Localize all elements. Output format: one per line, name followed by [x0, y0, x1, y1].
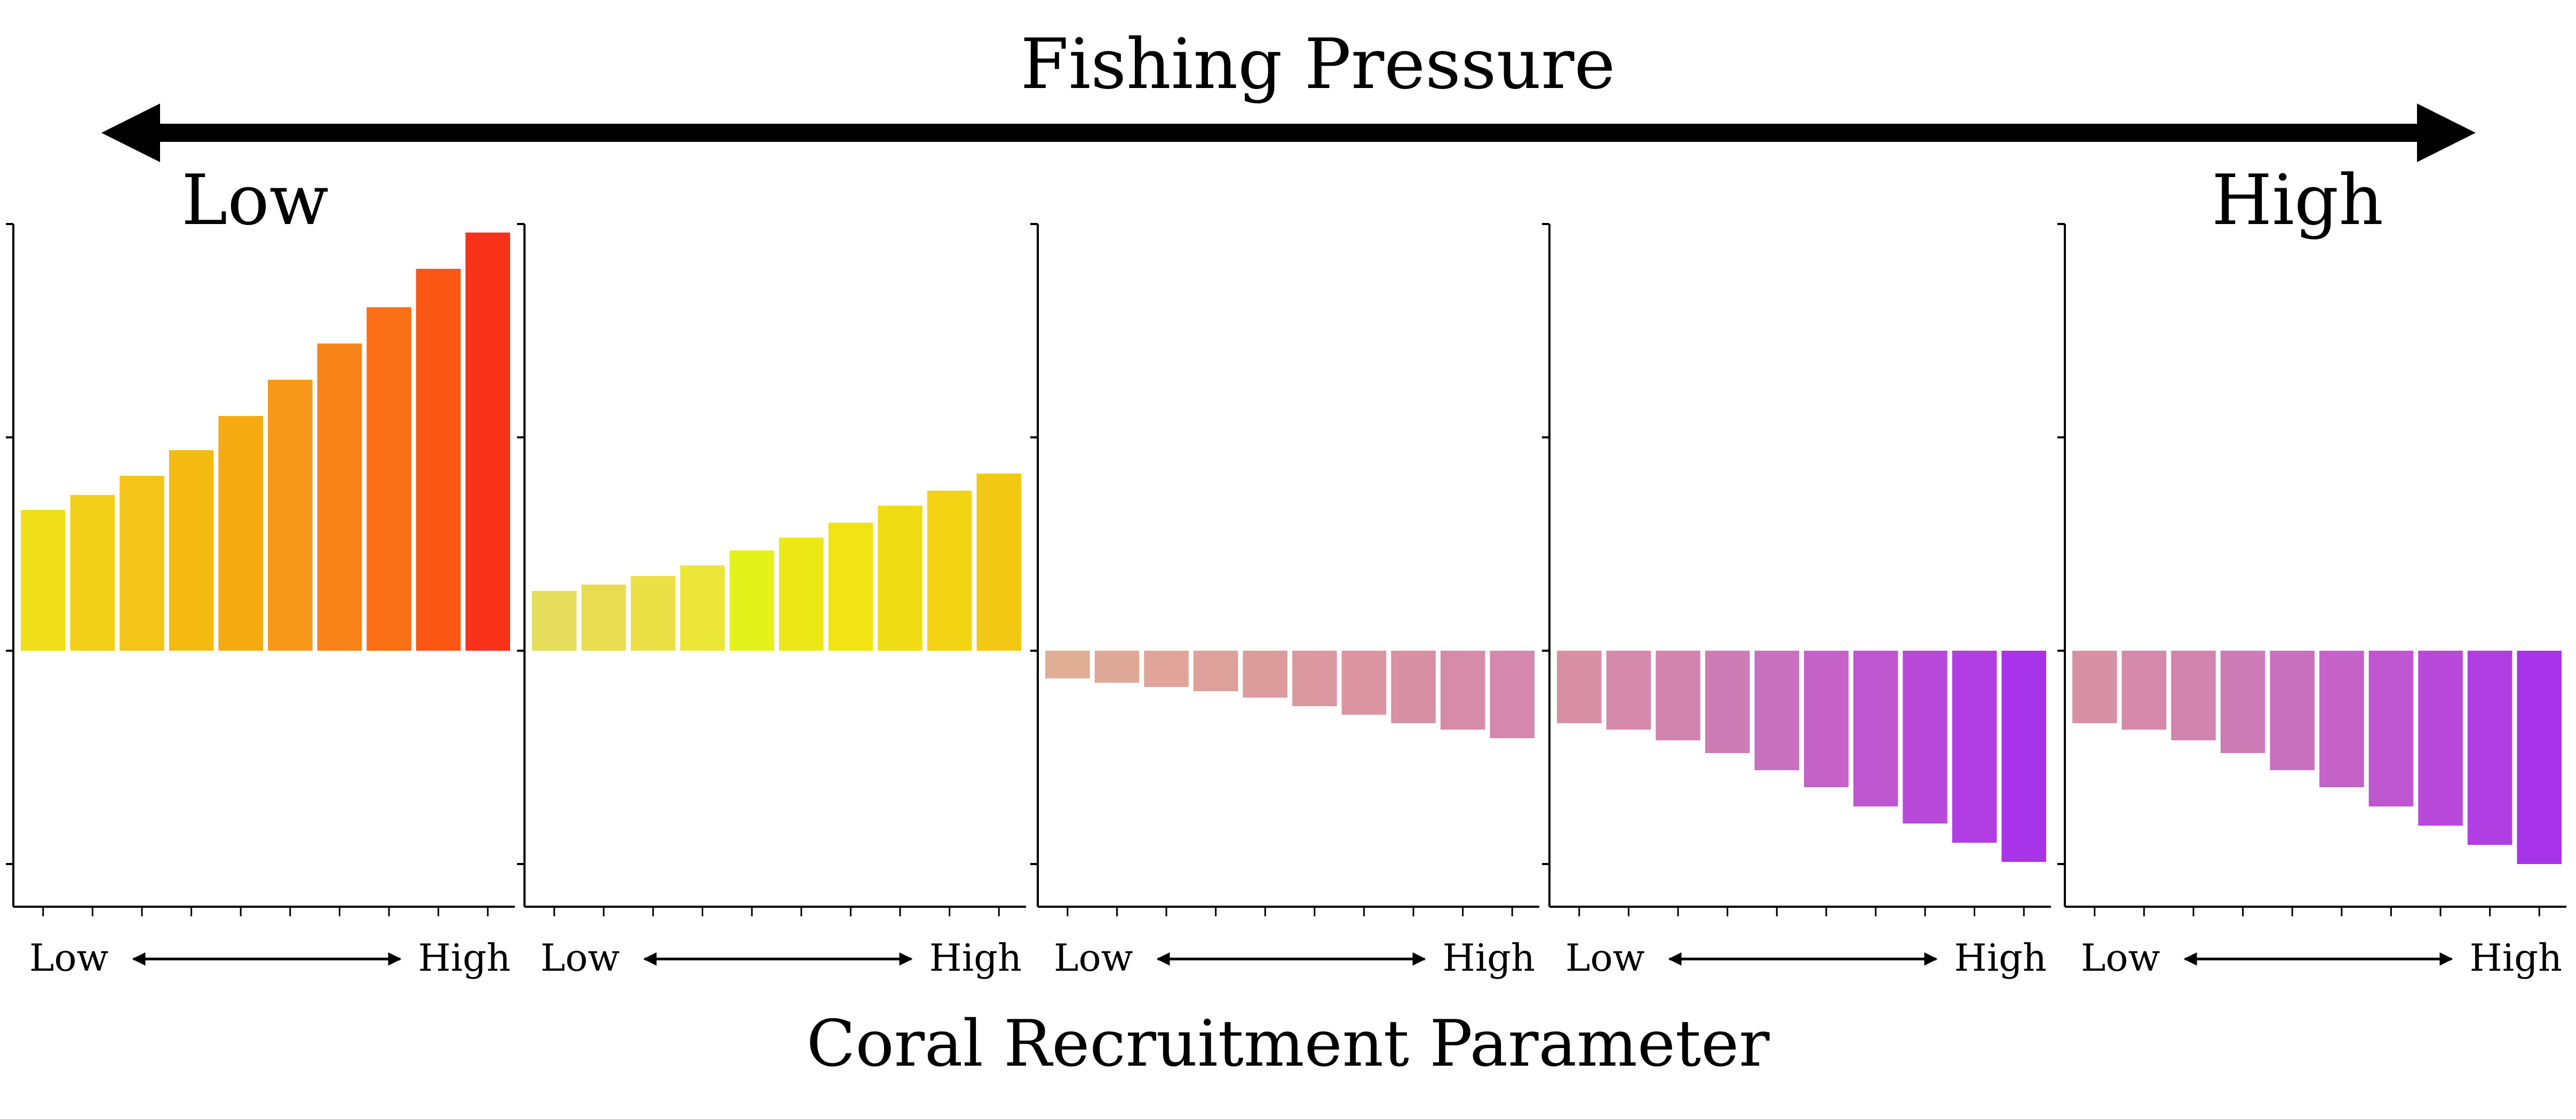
- bar: [1440, 651, 1485, 730]
- x-axis-low-label: Low: [2081, 936, 2160, 980]
- bar: [2368, 651, 2414, 806]
- bar: [1341, 651, 1387, 715]
- fishing-pressure-low-label: Low: [181, 159, 329, 241]
- chart-panel-1: Low High: [6, 223, 515, 980]
- bar: [779, 538, 824, 651]
- chart-panels: Low High Low High Low High Low High Low High: [6, 223, 2566, 980]
- x-axis-high-label: High: [1443, 936, 1535, 980]
- bar: [1557, 651, 1602, 723]
- chart-panel-2: Low High: [517, 223, 1026, 980]
- x-axis-high-label: High: [2470, 936, 2562, 980]
- x-axis-high-label: High: [418, 936, 511, 980]
- chart-panel-3: Low High: [1030, 223, 1539, 980]
- fishing-pressure-arrow: [101, 103, 2476, 162]
- chart-panel-5: Low High: [2057, 223, 2566, 980]
- bar: [367, 307, 411, 651]
- bar: [120, 476, 164, 651]
- bar: [1705, 651, 1750, 753]
- x-axis-low-label: Low: [540, 936, 620, 980]
- bar: [218, 416, 263, 651]
- bar: [169, 450, 214, 651]
- bar: [1144, 651, 1189, 687]
- bar: [2171, 651, 2216, 740]
- bar: [1754, 651, 1799, 770]
- x-axis-low-label: Low: [1565, 936, 1645, 980]
- bar: [2467, 651, 2513, 845]
- bar: [465, 233, 510, 651]
- bar: [2517, 651, 2562, 864]
- bar: [631, 576, 675, 651]
- fishing-pressure-arrow-right-head: [2417, 103, 2476, 162]
- bar: [70, 495, 115, 651]
- bar: [1292, 651, 1337, 706]
- bar: [1243, 651, 1287, 698]
- bar: [1853, 651, 1898, 806]
- x-axis-low-label: Low: [1054, 936, 1133, 980]
- bar: [680, 565, 725, 651]
- bar: [532, 591, 577, 651]
- bar: [268, 380, 313, 651]
- bar: [1952, 651, 1997, 843]
- fishing-pressure-arrow-left-head: [101, 103, 160, 162]
- bar: [1045, 651, 1090, 678]
- fishing-pressure-title: Fishing Pressure: [1021, 23, 1616, 105]
- bar: [21, 510, 66, 651]
- bar: [1193, 651, 1238, 691]
- bar: [416, 269, 461, 651]
- coral-recruitment-xlabel: Coral Recruitment Parameter: [807, 1007, 1770, 1081]
- x-axis-high-label: High: [1954, 936, 2047, 980]
- bar: [581, 585, 626, 651]
- fishing-pressure-high-label: High: [2212, 159, 2383, 241]
- bar: [729, 550, 774, 651]
- bar: [2270, 651, 2315, 770]
- chart-panel-4: Low High: [1542, 223, 2051, 980]
- x-axis-low-label: Low: [29, 936, 109, 980]
- bar: [976, 474, 1021, 651]
- bar: [317, 343, 362, 651]
- bar: [1804, 651, 1849, 787]
- bar: [828, 523, 873, 651]
- bar: [878, 506, 923, 651]
- bar: [1391, 651, 1436, 723]
- bar: [927, 491, 972, 651]
- bar: [1490, 651, 1535, 738]
- x-axis-high-label: High: [929, 936, 1022, 980]
- fishing-pressure-arrow-shaft: [152, 124, 2425, 142]
- bar: [1606, 651, 1651, 730]
- bar: [2121, 651, 2167, 730]
- bar: [2220, 651, 2265, 753]
- bar: [1094, 651, 1140, 683]
- bar: [2319, 651, 2364, 787]
- fishing-pressure-header: Fishing Pressure Low High: [101, 23, 2476, 241]
- bar: [2001, 651, 2046, 862]
- bar: [1903, 651, 1947, 824]
- bar: [2418, 651, 2463, 826]
- bar: [1656, 651, 1700, 740]
- bar: [2072, 651, 2117, 723]
